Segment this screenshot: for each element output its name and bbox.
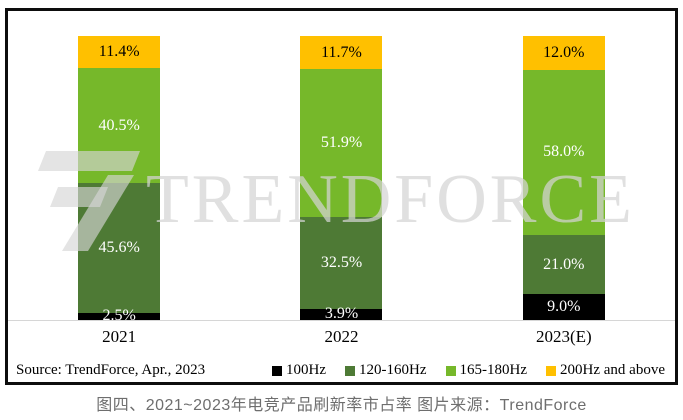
legend: 100Hz 120-160Hz 165-180Hz 200Hz and above (272, 362, 665, 379)
legend-label: 100Hz (286, 362, 327, 378)
segment-value-label: 21.0% (543, 255, 585, 273)
bar-segment-100Hz: 3.9% (300, 305, 383, 323)
segment-value-label: 12.0% (543, 44, 585, 62)
bar-segment-120-160Hz: 21.0% (522, 234, 605, 295)
bar-segment-120-160Hz: 32.5% (300, 216, 383, 309)
source-label: Source: TrendForce, Apr., 2023 (16, 362, 206, 378)
stacked-bar-2023(E): 9.0% 21.0% 58.0% 12.0% (522, 36, 605, 320)
x-tick-label-2021: 2021 (102, 327, 137, 346)
figure-caption: 图四、2021~2023年电竞产品刷新率市占率 图片来源：TrendForce (96, 397, 587, 414)
segment-value-label: 32.5% (320, 253, 363, 271)
segment-value-label: 11.4% (98, 43, 140, 61)
legend-swatch-icon (272, 365, 283, 376)
legend-label: 120-160Hz (359, 362, 427, 378)
stacked-bar-2022: 3.9% 32.5% 51.9% 11.7% (300, 36, 383, 323)
legend-swatch-icon (345, 365, 356, 376)
segment-value-label: 45.6% (98, 239, 140, 257)
x-tick-label-2023(E): 2023(E) (535, 327, 592, 346)
bar-segment-200Hz and above: 11.7% (300, 36, 383, 70)
bar-segment-165-180Hz: 51.9% (300, 69, 383, 217)
bar-column-2023(E): 9.0% 21.0% 58.0% 12.0% (453, 36, 675, 320)
bar-segment-120-160Hz: 45.6% (78, 183, 161, 313)
x-axis-line (8, 320, 675, 321)
stacked-bar-2021: 2.5% 45.6% 40.5% 11.4% (78, 36, 161, 324)
x-tick-label-2022: 2022 (324, 327, 359, 346)
bar-segment-200Hz and above: 11.4% (78, 36, 161, 69)
bar-segment-100Hz: 9.0% (522, 294, 605, 320)
segment-value-label: 11.7% (321, 43, 362, 61)
legend-item-100Hz: 100Hz (272, 362, 326, 379)
segment-value-label: 51.9% (320, 133, 363, 151)
legend-item-200Hz and above: 200Hz and above (546, 362, 665, 379)
segment-value-label: 58.0% (543, 143, 585, 161)
segment-value-label: 9.0% (547, 298, 581, 316)
x-axis-labels: 2021 2022 2023(E) (8, 327, 675, 347)
bar-segment-165-180Hz: 58.0% (522, 70, 605, 235)
chart-footer: Source: TrendForce, Apr., 2023 100Hz 120-… (8, 362, 675, 379)
bar-column-2021: 2.5% 45.6% 40.5% 11.4% (8, 36, 230, 324)
legend-swatch-icon (546, 365, 557, 376)
bar-column-2022: 3.9% 32.5% 51.9% 11.7% (230, 36, 452, 323)
plot-area: 2.5% 45.6% 40.5% 11.4% 3.9% 32.5% 51.9% 11.7% 9.… (8, 11, 675, 352)
legend-item-120-160Hz: 120-160Hz (345, 362, 427, 379)
chart-frame: 2.5% 45.6% 40.5% 11.4% 3.9% 32.5% 51.9% 11.7% 9.… (5, 8, 678, 385)
legend-label: 165-180Hz (459, 362, 528, 378)
bar-segment-165-180Hz: 40.5% (78, 68, 161, 184)
bar-segment-100Hz: 2.5% (78, 308, 161, 324)
bar-segment-200Hz and above: 12.0% (522, 36, 605, 71)
legend-swatch-icon (445, 365, 456, 376)
bars-row: 2.5% 45.6% 40.5% 11.4% 3.9% 32.5% 51.9% 11.7% 9.… (8, 36, 675, 324)
segment-value-label: 3.9% (324, 305, 359, 323)
segment-value-label: 40.5% (98, 116, 140, 134)
legend-item-165-180Hz: 165-180Hz (445, 362, 528, 379)
legend-label: 200Hz and above (560, 362, 665, 378)
segment-value-label: 2.5% (102, 307, 136, 325)
